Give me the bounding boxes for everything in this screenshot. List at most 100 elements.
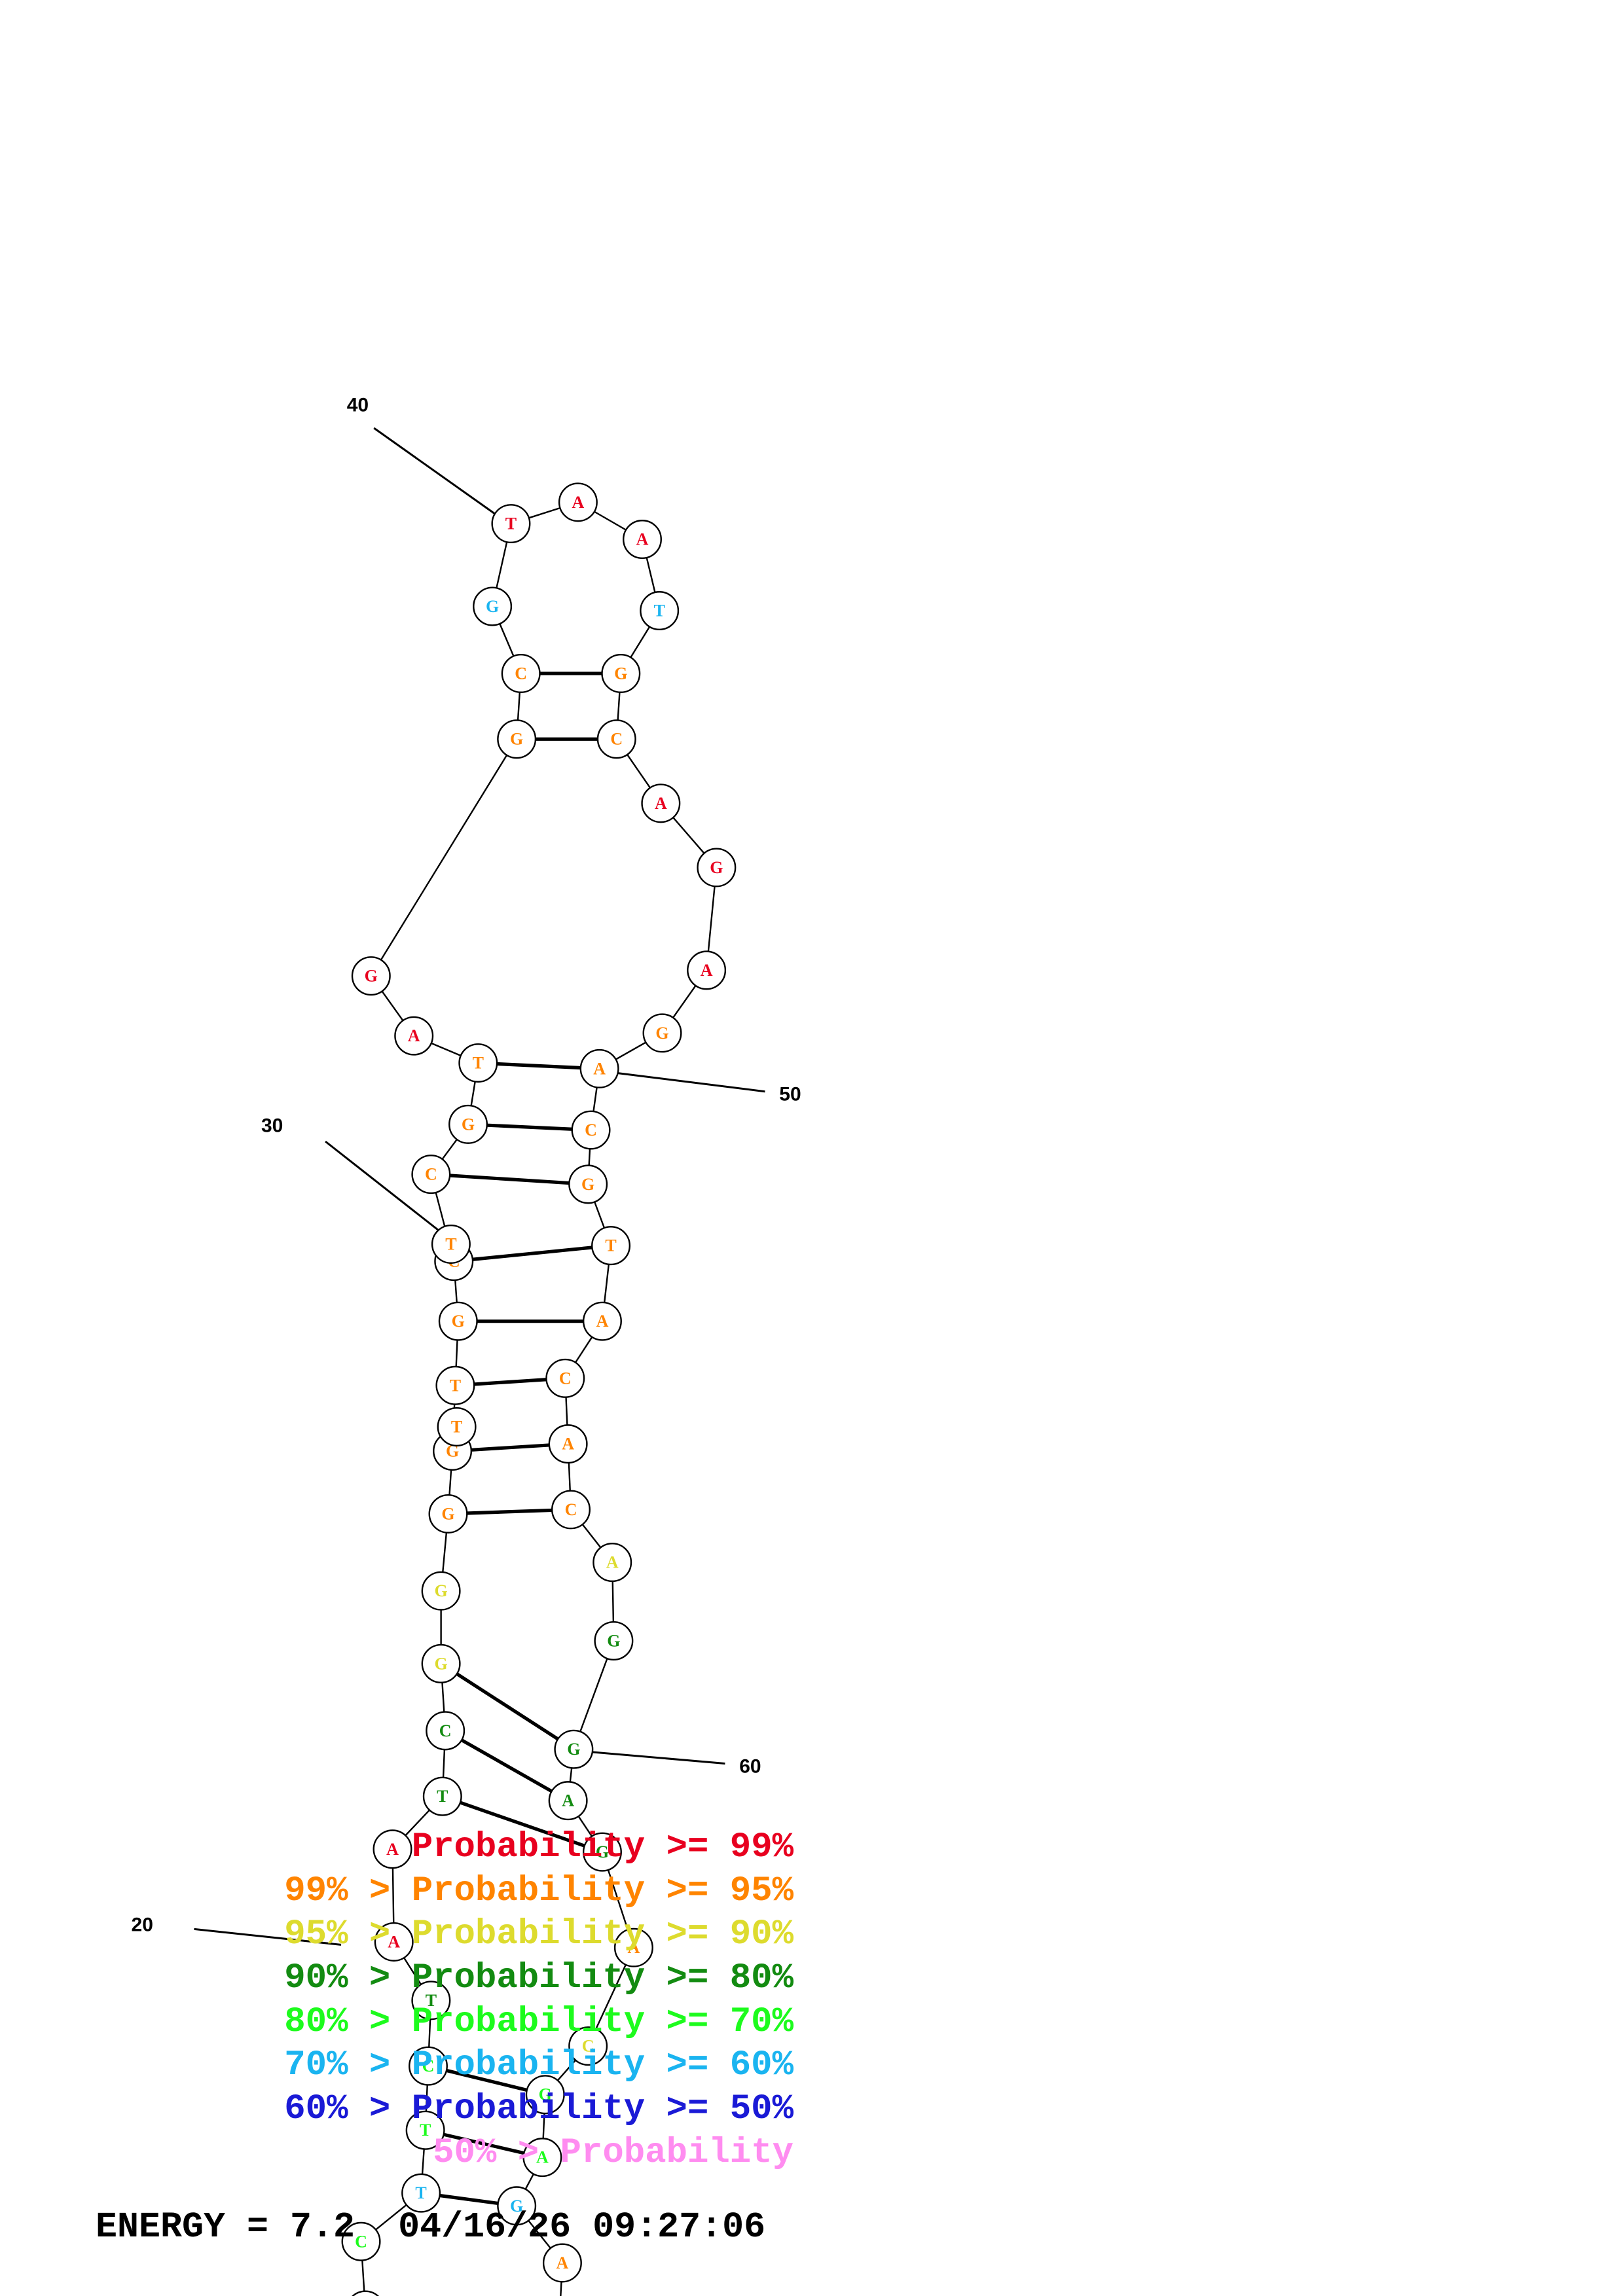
base-node: C: [596, 719, 636, 759]
legend-row-1: Probability >= 99%: [411, 1827, 793, 1867]
backbone-segment: [524, 2174, 535, 2190]
base-node: A: [593, 1543, 632, 1583]
backbone-segment: [517, 692, 521, 721]
backbone-segment: [403, 1957, 422, 1985]
base-pair-bond: [439, 2193, 498, 2206]
base-node: G: [497, 2186, 537, 2226]
backbone-layer: [361, 507, 716, 2296]
backbone-segment: [441, 1682, 445, 1712]
base-pair-bond: [496, 1062, 581, 1070]
base-circle: [623, 520, 662, 560]
base-node: T: [458, 1043, 498, 1083]
base-circle: [374, 1922, 414, 1962]
base-letter: T: [505, 514, 517, 533]
backbone-segment: [672, 985, 697, 1018]
base-node: G: [554, 1729, 594, 1769]
base-letter: T: [473, 1054, 484, 1073]
base-node: G: [497, 719, 537, 759]
base-node: A: [641, 783, 681, 823]
backbone-segment: [381, 990, 404, 1021]
backbone-segment: [581, 1524, 602, 1549]
base-letter: G: [710, 858, 723, 877]
base-circle: [568, 1164, 608, 1204]
base-node: G: [525, 2075, 565, 2115]
base-letter: T: [451, 1418, 462, 1437]
backbone-segment: [630, 626, 651, 658]
base-node: T: [431, 1224, 471, 1264]
base-letter: C: [585, 1121, 597, 1139]
base-letter: G: [486, 597, 499, 616]
legend-row-4: 90% > Probability >= 80%: [284, 1958, 793, 1999]
base-circle: [405, 2110, 445, 2150]
base-letter: C: [355, 2232, 367, 2251]
backbone-segment: [579, 1658, 608, 1732]
base-circle: [428, 1494, 468, 1534]
base-node: A: [542, 2243, 582, 2283]
base-letter: G: [462, 1115, 475, 1134]
base-circle: [401, 2173, 441, 2213]
base-circle: [594, 1621, 634, 1660]
base-node: G: [421, 1571, 461, 1611]
backbone-segment: [565, 1397, 568, 1426]
position-label-50: 50: [779, 1084, 801, 1105]
backbone-segment: [499, 623, 515, 656]
backbone-segment: [646, 557, 656, 593]
base-circle: [548, 1781, 588, 1821]
base-circle: [613, 1928, 653, 1967]
backbone-segment: [594, 511, 627, 531]
base-circle: [601, 653, 641, 693]
base-letter: G: [510, 730, 523, 749]
backbone-segment: [593, 1087, 598, 1112]
base-letter: A: [655, 794, 667, 813]
base-circle: [497, 2186, 537, 2226]
position-leader-line: [616, 1071, 765, 1093]
base-circle: [431, 1224, 471, 1264]
backbone-segment: [455, 1340, 458, 1367]
base-circle: [591, 1226, 631, 1266]
backbone-segment: [588, 1149, 591, 1166]
base-node: C: [501, 653, 541, 693]
base-node: A: [522, 2138, 562, 2178]
base-circle: [448, 1104, 488, 1144]
base-circle: [642, 1013, 682, 1053]
base-node: T: [435, 1365, 475, 1405]
position-label-layer: 1020304050607080: [132, 395, 801, 1936]
base-circle: [641, 783, 681, 823]
base-node: G: [568, 1164, 608, 1204]
base-circle: [548, 1424, 588, 1464]
base-node: T: [491, 504, 531, 544]
base-circle: [497, 719, 537, 759]
base-letter: G: [435, 1654, 448, 1673]
probability-legend: Probability >= 99% 99% > Probability >= 9…: [92, 1826, 877, 2249]
base-node-layer: CTTCTGCCCGCCTCCTTCTAATCGGGGTTGCTCGTAGGCG…: [341, 482, 737, 2296]
base-letter: G: [510, 2197, 523, 2215]
base-node: G: [697, 848, 737, 888]
backbone-segment: [361, 2260, 365, 2291]
base-circle: [545, 1358, 585, 1398]
base-pair-bond: [443, 2132, 524, 2155]
base-letter: A: [386, 1840, 399, 1859]
base-node: C: [352, 2290, 380, 2296]
base-circle: [551, 1490, 591, 1530]
base-circle: [394, 1016, 434, 1056]
base-circle: [568, 2026, 608, 2066]
base-letter: A: [572, 493, 585, 512]
base-pair-bond: [460, 1738, 553, 1793]
base-pair-bond: [449, 1174, 570, 1185]
base-circle: [571, 1110, 611, 1150]
base-circle: [458, 1043, 498, 1083]
base-circle: [352, 2290, 380, 2296]
base-circle: [351, 956, 391, 996]
base-node: A: [687, 950, 727, 990]
base-pair-bond: [456, 1672, 559, 1741]
base-circle: [542, 2243, 582, 2283]
backbone-segment: [672, 817, 705, 854]
base-letter: C: [425, 1165, 437, 1184]
base-node: T: [437, 1407, 477, 1446]
backbone-segment: [448, 1469, 452, 1496]
base-node: G: [473, 586, 513, 626]
base-circle: [579, 1049, 619, 1088]
base-letter: C: [582, 2037, 594, 2056]
base-circle: [411, 1155, 451, 1194]
backbone-segment: [577, 1816, 593, 1837]
